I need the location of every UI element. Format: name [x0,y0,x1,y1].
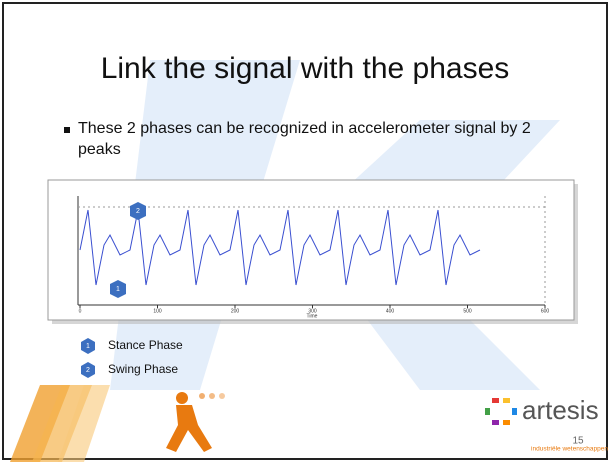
runner-icon [166,392,225,452]
logo-piece [485,408,490,415]
bullet-marker [64,127,70,133]
x-tick-label: 600 [541,308,550,314]
logo-icon [485,398,517,425]
legend-badge-number: 2 [86,367,90,374]
logo-piece [492,398,499,403]
legend-label: Stance Phase [108,338,183,352]
x-tick-label: 500 [463,308,472,314]
badge [130,202,146,220]
badge-number: 2 [136,208,140,215]
chevron [58,385,110,462]
page-number: 15 [572,436,584,447]
logo-name: artesis [522,395,599,425]
legend: 1 Stance Phase 2 Swing Phase [81,338,183,378]
figure: 0 100 200 300 400 500 600 Time 2 1 [47,179,578,324]
footer: artesis industriële wetenschappen 15 [10,385,608,462]
bullet-box: These 2 phases can be recognized in acce… [78,120,531,158]
bullet-text: These 2 phases can be recognized in acce… [78,120,531,158]
runner-dot [199,393,205,399]
legend-label: Swing Phase [108,362,178,376]
logo-piece [503,420,510,425]
logo-subtitle: industriële wetenschappen [531,446,608,453]
badge [110,280,126,298]
legend-badge [81,338,95,354]
badge-number: 1 [116,286,120,293]
x-tick-label: 200 [231,308,240,314]
logo-piece [512,408,517,415]
logo-piece [492,420,499,425]
figure-frame [47,179,575,321]
runner-dot [219,393,225,399]
x-axis-label: Time [307,313,318,319]
x-tick-label: 0 [79,308,82,314]
runner-body [166,405,212,452]
slide-title: Link the signal with the phases [101,52,510,85]
x-tick-label: 400 [386,308,395,314]
runner-head [176,392,188,404]
runner-dot [209,393,215,399]
logo-piece [503,398,510,403]
x-tick-label: 300 [308,308,317,314]
x-tick-label: 100 [153,308,162,314]
chevron [32,385,92,462]
legend-badge [81,362,95,378]
legend-badge-number: 1 [86,343,90,350]
x-ticks: 0 100 200 300 400 500 600 [79,305,550,314]
signal-line [79,209,481,286]
